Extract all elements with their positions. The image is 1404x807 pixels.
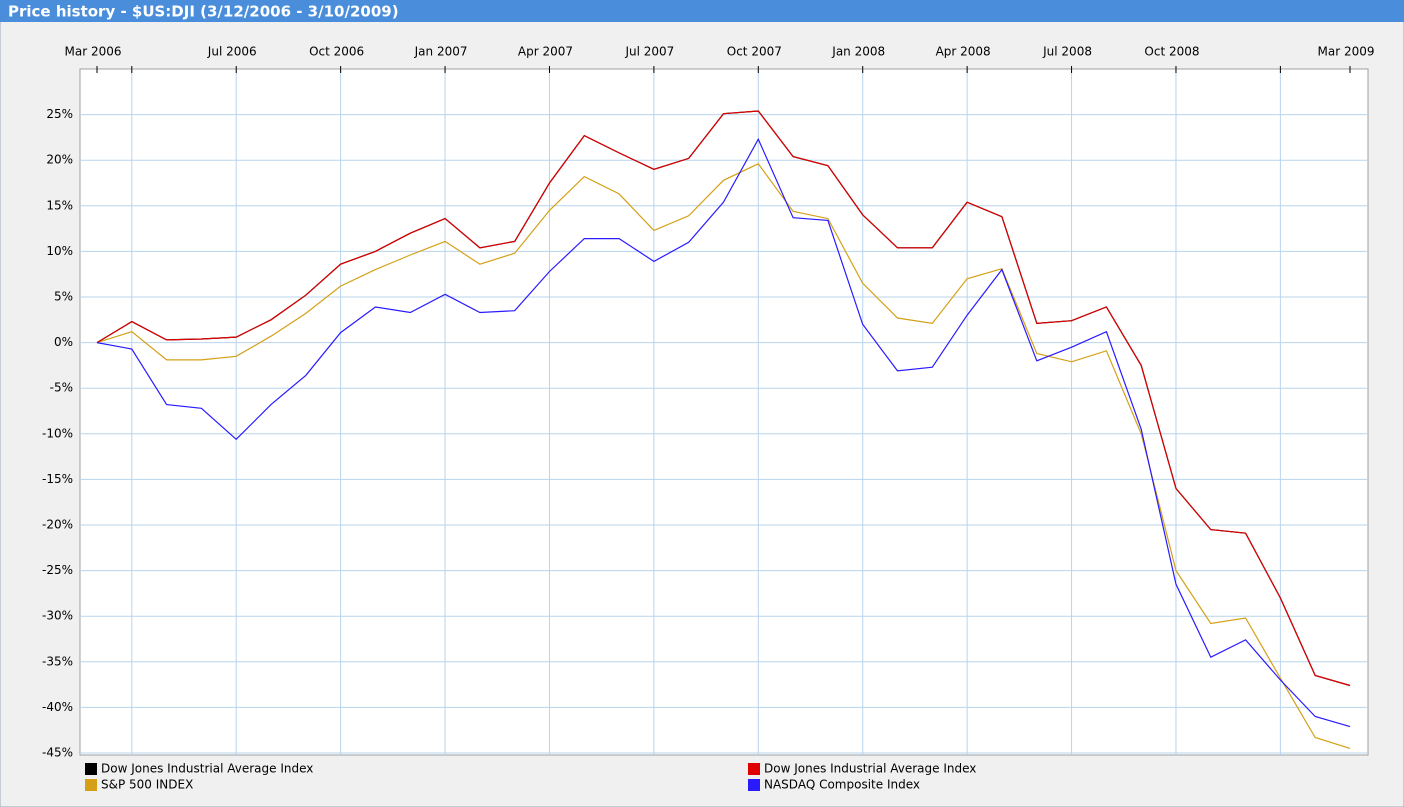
y-tick-label: -35% — [42, 654, 73, 668]
x-tick-label: Jul 2006 — [207, 45, 257, 59]
y-tick-label: 5% — [54, 290, 73, 304]
y-tick-label: -5% — [50, 381, 73, 395]
x-tick-label: Apr 2008 — [936, 45, 991, 59]
x-tick-label: Apr 2007 — [518, 45, 573, 59]
y-tick-label: 10% — [46, 244, 73, 258]
x-tick-label: Jan 2008 — [831, 45, 885, 59]
legend-label: S&P 500 INDEX — [101, 778, 193, 792]
y-tick-label: 15% — [46, 198, 73, 212]
legend-label: Dow Jones Industrial Average Index — [101, 762, 313, 776]
x-tick-label: Jul 2008 — [1042, 45, 1092, 59]
title-bar — [0, 0, 1404, 22]
plot-area — [79, 68, 1369, 756]
y-tick-label: 20% — [46, 153, 73, 167]
y-tick-label: -40% — [42, 700, 73, 714]
y-tick-label: 25% — [46, 107, 73, 121]
x-tick-label: Oct 2007 — [727, 45, 782, 59]
y-tick-label: 0% — [54, 335, 73, 349]
y-tick-label: -45% — [42, 746, 73, 760]
series-line — [96, 110, 1351, 687]
y-tick-label: -20% — [42, 518, 73, 532]
x-tick-label: Jan 2007 — [414, 45, 468, 59]
legend-swatch — [85, 779, 97, 791]
x-tick-label: Oct 2008 — [1144, 45, 1199, 59]
legend-label: Dow Jones Industrial Average Index — [764, 762, 976, 776]
chart-title: Price history - $US:DJI (3/12/2006 - 3/1… — [8, 3, 399, 21]
legend-swatch — [85, 763, 97, 775]
y-tick-label: -25% — [42, 563, 73, 577]
x-tick-label: Mar 2006 — [65, 45, 122, 59]
x-tick-label: Mar 2009 — [1318, 45, 1375, 59]
x-tick-label: Jul 2007 — [624, 45, 674, 59]
y-tick-label: -15% — [42, 472, 73, 486]
legend-label: NASDAQ Composite Index — [764, 778, 920, 792]
series-line — [96, 137, 1351, 728]
x-tick-label: Oct 2006 — [309, 45, 364, 59]
series-line — [96, 163, 1351, 749]
legend-swatch — [748, 779, 760, 791]
legend-swatch — [748, 763, 760, 775]
y-tick-label: -30% — [42, 609, 73, 623]
y-tick-label: -10% — [42, 426, 73, 440]
